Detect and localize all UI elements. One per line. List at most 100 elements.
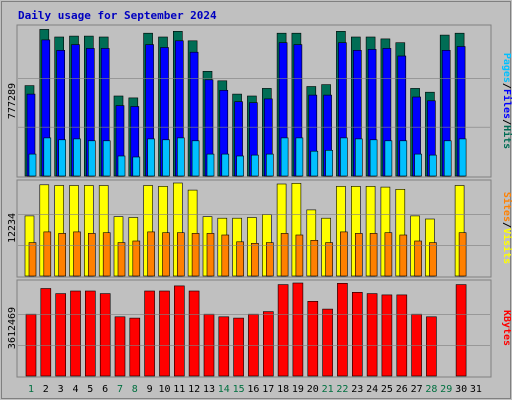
- legend-pages: Pages: [501, 53, 512, 83]
- sites-bar: [265, 242, 274, 277]
- day-label: 15: [233, 384, 245, 395]
- pages-bar: [191, 140, 200, 177]
- day-label: 11: [173, 384, 185, 395]
- pages-bar: [414, 153, 422, 177]
- day-label: 1: [28, 384, 34, 395]
- kbytes-max-label: 3612469: [7, 307, 18, 349]
- pages-bar: [177, 137, 185, 177]
- sites-bar: [88, 233, 96, 277]
- sites-bar: [147, 231, 155, 277]
- kbytes-bar: [292, 282, 304, 377]
- kbytes-bar: [277, 284, 289, 377]
- sites-bar: [191, 233, 200, 277]
- pages-bar: [221, 153, 230, 177]
- day-label: 10: [158, 384, 170, 395]
- pages-bar: [236, 155, 244, 177]
- kbytes-legend: KBytes: [501, 310, 512, 346]
- kbytes-bar: [351, 291, 363, 377]
- pages-bar: [310, 150, 319, 177]
- day-label: 17: [262, 384, 274, 395]
- kbytes-bar: [55, 293, 67, 377]
- kbytes-bar: [307, 300, 319, 377]
- kbytes-bar: [70, 290, 81, 377]
- legend-sep: /: [501, 222, 512, 228]
- legend-visits: Visits: [501, 228, 512, 264]
- kbytes-bar: [188, 290, 200, 377]
- legend-sep: /: [501, 83, 512, 89]
- sites-bar: [280, 233, 289, 277]
- day-label: 30: [455, 384, 467, 395]
- kbytes-bar: [40, 288, 52, 377]
- sites-bar: [221, 234, 230, 277]
- chart-title: Daily usage for September 2024: [18, 9, 217, 22]
- day-label: 4: [72, 384, 78, 395]
- sites-bar: [354, 233, 363, 277]
- day-label: 28: [425, 384, 437, 395]
- legend-sep: /: [501, 119, 512, 125]
- pages-bar: [265, 153, 274, 177]
- day-label: 29: [440, 384, 452, 395]
- kbytes-bar: [144, 290, 155, 377]
- sites-bar: [384, 232, 393, 277]
- day-label: 23: [351, 384, 363, 395]
- sites-bar: [429, 242, 437, 277]
- day-label: 8: [132, 384, 138, 395]
- sites-bar: [340, 231, 348, 277]
- kbytes-bar: [99, 293, 111, 377]
- day-label: 26: [396, 384, 408, 395]
- day-label: 5: [87, 384, 93, 395]
- pages-bar: [117, 155, 126, 177]
- pages-bar: [443, 140, 452, 177]
- pages-bar: [147, 138, 155, 177]
- kbytes-bar: [455, 284, 467, 377]
- day-label: 19: [292, 384, 304, 395]
- day-label: 13: [203, 384, 215, 395]
- sites-bar: [43, 231, 52, 277]
- pages-bar: [399, 140, 408, 177]
- legend-files: Files: [501, 89, 512, 119]
- pages-bar: [340, 137, 348, 177]
- sites-bar: [369, 233, 378, 277]
- kbytes-bar: [114, 316, 126, 377]
- sites-bar: [102, 232, 111, 277]
- visits-legend: Sites/Visits: [501, 192, 512, 264]
- pages-bar: [354, 138, 363, 177]
- kbytes-bar: [129, 317, 141, 377]
- pages-bar: [325, 150, 333, 177]
- hits-max-label: 777289: [7, 83, 18, 119]
- day-label: 9: [147, 384, 153, 395]
- sites-bar: [414, 240, 422, 277]
- pages-bar: [88, 140, 96, 177]
- day-labels: 1 2 3 4 5 6 7 8 9 10 11 12 13 14 15 16 17 18 19 20 21 22 23 24 2…: [28, 384, 482, 395]
- sites-bar: [73, 231, 81, 277]
- kbytes-bar: [322, 308, 333, 377]
- pages-bar: [251, 154, 259, 177]
- pages-bar: [369, 139, 378, 177]
- kbytes-bar: [337, 282, 348, 377]
- day-label: 18: [277, 384, 289, 395]
- day-label: 25: [381, 384, 393, 395]
- pages-bar: [206, 153, 215, 177]
- sites-bar: [399, 234, 408, 277]
- pages-bar: [429, 154, 437, 177]
- day-label: 20: [307, 384, 319, 395]
- sites-bar: [295, 234, 304, 277]
- pages-bar: [28, 153, 37, 177]
- kbytes-bar: [262, 311, 274, 377]
- day-label: 24: [366, 384, 378, 395]
- day-label: 12: [188, 384, 200, 395]
- sites-bar: [28, 242, 37, 277]
- sites-bar: [310, 240, 319, 277]
- kbytes-bar: [366, 293, 378, 377]
- day-label: 27: [411, 384, 423, 395]
- pages-bar: [43, 137, 52, 177]
- sites-bar: [236, 241, 244, 277]
- pages-bar: [58, 139, 67, 177]
- sites-bar: [117, 242, 126, 277]
- sites-bar: [206, 233, 215, 277]
- pages-bar: [132, 156, 141, 177]
- kbytes-bar: [233, 317, 244, 377]
- pages-bar: [295, 137, 304, 177]
